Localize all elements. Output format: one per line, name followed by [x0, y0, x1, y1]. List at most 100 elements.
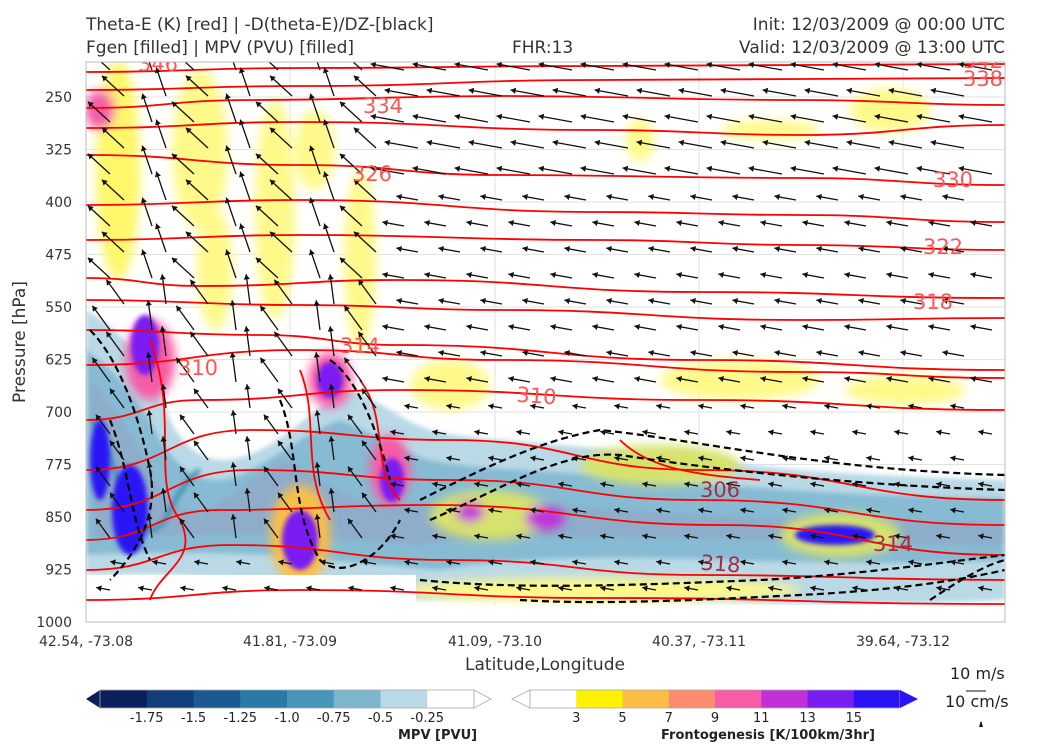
wind-vector-head: [706, 165, 713, 172]
wind-vector-head: [106, 331, 112, 338]
wind-vector-head: [508, 271, 514, 279]
wind-vector-head: [866, 403, 872, 410]
theta-e-contour: [86, 469, 1005, 526]
wind-vector-head: [95, 466, 102, 473]
wind-vector: [748, 167, 783, 175]
mpv-colorbar-extend-low: [86, 690, 100, 708]
wind-vector: [468, 89, 503, 97]
wind-vector-head: [936, 429, 942, 436]
wind-vector-head: [230, 514, 237, 520]
wind-vector-head: [950, 507, 956, 514]
wind-vector-head: [239, 67, 245, 74]
wind-vector: [874, 63, 909, 71]
wind-vector-head: [684, 481, 690, 488]
wind-vector-head: [101, 75, 108, 82]
wind-vector-head: [676, 219, 682, 227]
wind-vector: [664, 63, 699, 71]
wind-vector-head: [344, 305, 350, 312]
wind-vector-head: [424, 375, 430, 383]
wind-vector-head: [740, 455, 746, 462]
wind-vector-head: [564, 297, 570, 305]
wind-vector-head: [928, 323, 934, 331]
theta-label-10: 310: [178, 356, 218, 380]
wind-vector-head: [155, 67, 161, 74]
colorbar-tick-label: -1.5: [181, 711, 206, 726]
wind-vector-head: [438, 349, 444, 357]
wind-vector-head: [185, 231, 192, 238]
wind-vector: [622, 115, 657, 123]
wind-vector-head: [314, 410, 321, 416]
colorbar-cell: [576, 690, 623, 708]
theta-label-5: 338: [963, 67, 1003, 91]
wind-vector-head: [109, 388, 116, 395]
wind-vector-head: [244, 436, 251, 442]
theta-e-contour: [359, 379, 401, 501]
colorbar-cell: [380, 690, 428, 708]
wind-vector-head: [277, 388, 284, 395]
wind-vector-head: [900, 245, 906, 253]
wind-reference-key: [966, 690, 986, 727]
wind-vector-head: [844, 323, 850, 331]
wind-vector-head: [614, 559, 620, 566]
wind-vector: [916, 115, 951, 123]
theta-label-11: 310: [516, 383, 558, 410]
wind-vector-head: [432, 481, 438, 488]
wind-vector-head: [358, 331, 364, 338]
theta-label-4: 342: [963, 49, 1003, 73]
wind-vector-head: [648, 193, 654, 201]
wind-vector-head: [370, 62, 377, 68]
wind-vector-head: [488, 455, 494, 462]
wind-vector-head: [908, 403, 914, 410]
wind-vector-head: [95, 414, 102, 421]
wind-vector-head: [278, 559, 284, 566]
wind-vector-head: [732, 349, 738, 357]
wind-vector-head: [269, 231, 276, 238]
theta-label-14: 318: [700, 551, 742, 578]
wind-vector-head: [558, 585, 564, 592]
wind-vector-head: [748, 165, 755, 172]
wind-vector: [100, 62, 111, 71]
wind-vector-head: [594, 87, 601, 94]
wind-vector: [846, 141, 881, 149]
wind-vector-head: [900, 297, 906, 305]
wind-vector-head: [412, 113, 419, 120]
wind-vector: [352, 62, 363, 71]
colorbar-cell: [715, 690, 762, 708]
wind-vector-head: [468, 139, 475, 146]
wind-vector-head: [614, 455, 620, 462]
wind-vector: [748, 63, 783, 71]
wind-vector: [580, 167, 615, 175]
wind-vector-head: [748, 113, 755, 120]
wind-vector-head: [438, 297, 444, 305]
wind-vector-head: [87, 153, 94, 160]
wind-vector-head: [313, 300, 320, 306]
wind-vector-head: [774, 193, 780, 201]
theta-e-contour: [86, 329, 1005, 371]
wind-vector-head: [446, 559, 452, 566]
wind-vector-head: [858, 349, 864, 357]
colorbar-cell: [622, 690, 670, 708]
theta-label-2: 334: [363, 94, 403, 118]
wind-vector-head: [698, 507, 704, 514]
wind-vector-head: [277, 492, 284, 499]
wind-vector-head: [274, 331, 280, 338]
wind-vector-head: [718, 219, 724, 227]
wind-vector-head: [888, 139, 895, 146]
wind-vector-head: [774, 245, 780, 253]
colorbar-cell: [287, 690, 335, 708]
wind-vector-head: [810, 533, 816, 540]
title-line-1: Theta-E (K) [red] | -D(theta-E)/DZ-[blac…: [86, 15, 434, 35]
wind-vector-head: [264, 585, 270, 592]
wind-vector-head: [92, 357, 98, 364]
wind-vector-head: [816, 193, 822, 201]
wind-vector-head: [390, 429, 396, 436]
wind-vector-head: [361, 440, 368, 447]
wind-vector-head: [874, 165, 881, 172]
wind-vector-head: [530, 507, 536, 514]
wind-vector-head: [774, 349, 780, 357]
wind-vector-head: [942, 193, 948, 201]
colorbar-cell: [193, 690, 241, 708]
wind-vector-head: [958, 165, 965, 172]
wind-vector: [874, 115, 909, 123]
wind-vector-head: [370, 165, 377, 172]
